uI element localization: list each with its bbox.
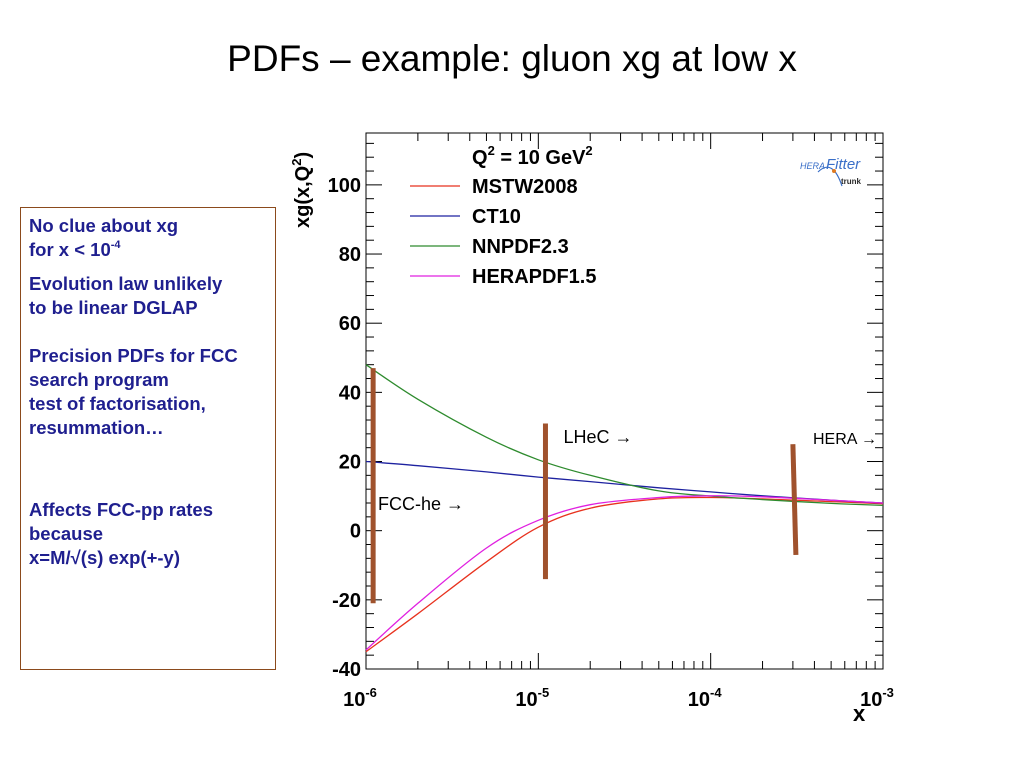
logo-trunk: trunk — [841, 177, 862, 186]
y-tick-label: 20 — [339, 452, 361, 474]
region-marker-bar — [790, 444, 799, 555]
x-tick-exponent: -6 — [365, 685, 377, 700]
arrow-icon: → — [441, 494, 464, 514]
note-line: because — [29, 523, 104, 544]
region-markers: FCC-he →LHeC → HERA → — [370, 368, 877, 604]
legend-label: HERAPDF1.5 — [472, 266, 596, 288]
logo-dot — [832, 169, 836, 173]
x-tick-label: 10-3 — [860, 685, 894, 711]
note-superscript: -4 — [110, 239, 121, 251]
y-tick-label: 0 — [350, 521, 361, 543]
notes-box: No clue about xg for x < 10-4 Evolution … — [20, 207, 276, 670]
legend-label: CT10 — [472, 206, 521, 228]
logo-hera: HERA — [800, 161, 825, 171]
y-tick-label: 80 — [339, 244, 361, 266]
note-text: for x < 10 — [29, 239, 111, 260]
note-line: x=M/√(s) exp(+-y) — [29, 547, 180, 568]
y-axis-label: xg(x,Q2) — [289, 152, 314, 228]
y-tick-label: -40 — [332, 659, 361, 681]
y-tick-label: -20 — [332, 590, 361, 612]
marker-name: FCC-he — [378, 494, 441, 514]
note-line: Affects FCC-pp rates — [29, 499, 213, 520]
region-marker-label: LHeC → — [563, 427, 632, 447]
note-line: for x < 10-4 — [29, 238, 267, 262]
note-line: to be linear DGLAP — [29, 297, 198, 318]
logo-swoosh — [817, 166, 843, 187]
note-line: Precision PDFs for FCC — [29, 345, 238, 366]
note-line: No clue about xg — [29, 215, 179, 236]
region-marker-label: HERA → — [813, 431, 877, 448]
marker-name: LHeC — [563, 427, 609, 447]
legend-label: MSTW2008 — [472, 176, 578, 198]
y-tick-label: 40 — [339, 382, 361, 404]
legend-label: NNPDF2.3 — [472, 236, 569, 258]
plot-frame — [365, 132, 884, 670]
x-tick-exponent: -5 — [538, 685, 550, 700]
region-marker-label: FCC-he → — [378, 494, 464, 514]
x-axis-label: x — [853, 701, 866, 726]
x-tick-base: 10 — [515, 689, 537, 711]
x-tick-exponent: -3 — [882, 685, 894, 700]
slide-title: PDFs – example: gluon xg at low x — [227, 38, 797, 79]
x-tick-label: 10-5 — [515, 685, 549, 711]
marker-name: HERA — [813, 431, 858, 448]
herafitter-logo: HERA Fitter trunk — [800, 156, 862, 187]
note-line: test of factorisation, — [29, 393, 206, 414]
x-tick-exponent: -4 — [710, 685, 722, 700]
note-line: resummation… — [29, 417, 164, 438]
legend: Q2 = 10 GeV2 MSTW2008 CT10 NNPDF2.3 HERAPDF… — [410, 143, 596, 288]
x-tick-base: 10 — [688, 689, 710, 711]
axis-labels: xg(x,Q2) x — [289, 152, 866, 726]
y-tick-label: 100 — [328, 175, 361, 197]
logo-fitter: Fitter — [826, 156, 861, 173]
note-line: search program — [29, 369, 169, 390]
legend-header: Q2 = 10 GeV2 — [472, 143, 593, 169]
x-tick-base: 10 — [343, 689, 365, 711]
x-tick-label: 10-6 — [343, 685, 377, 711]
note-line: Evolution law unlikely — [29, 273, 223, 294]
x-tick-label: 10-4 — [688, 685, 723, 711]
arrow-icon: → — [857, 431, 877, 448]
x-tick-base: 10 — [860, 689, 882, 711]
arrow-icon: → — [609, 427, 632, 447]
y-tick-label: 60 — [339, 313, 361, 335]
